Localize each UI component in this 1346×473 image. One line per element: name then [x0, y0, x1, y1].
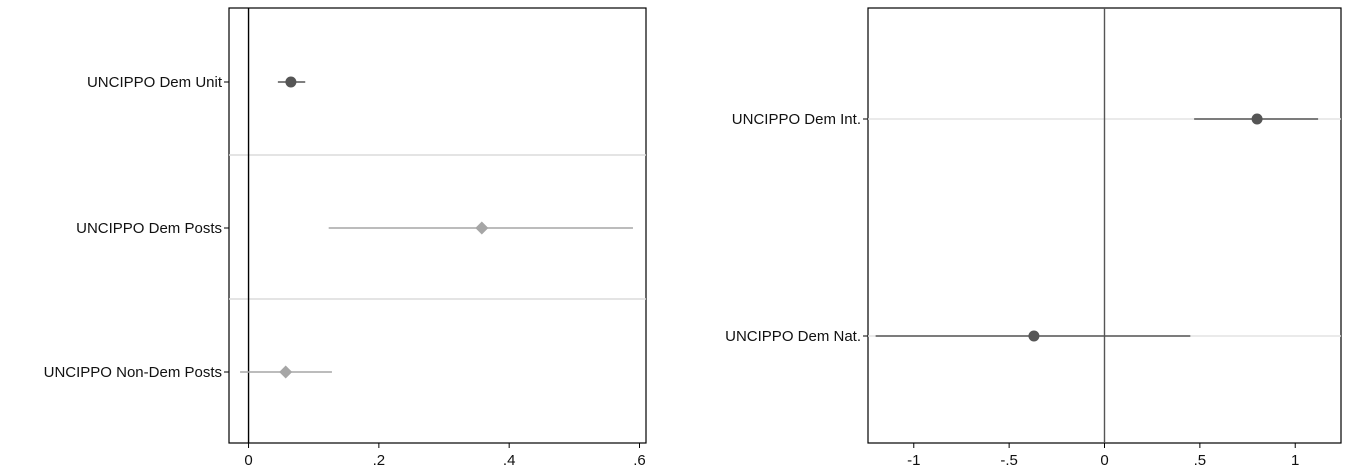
panel1-y-category-label: UNCIPPO Dem Posts	[76, 220, 222, 237]
panel1-y-category-label: UNCIPPO Non-Dem Posts	[44, 364, 222, 381]
panel1-x-tick-label: .2	[373, 452, 386, 469]
panel2-x-tick-label: 1	[1291, 452, 1299, 469]
panel1-x-tick-label: .4	[503, 452, 516, 469]
panel1-y-category-label: UNCIPPO Dem Unit	[87, 74, 223, 91]
panel2-point-estimate-circle	[1251, 113, 1263, 125]
panel2-x-tick-label: -.5	[1000, 452, 1018, 469]
panel2-x-tick-label: -1	[907, 452, 920, 469]
panel1-x-tick-label: .6	[633, 452, 646, 469]
panel1-plot-frame	[228, 7, 647, 444]
panel2-x-tick-label: .5	[1194, 452, 1207, 469]
panel1-point-estimate-diamond	[475, 221, 489, 235]
panel2-y-category-label: UNCIPPO Dem Int.	[732, 111, 861, 128]
panel2-x-tick-label: 0	[1100, 452, 1108, 469]
panel2-point-estimate-circle	[1028, 330, 1040, 342]
panel2-y-category-label: UNCIPPO Dem Nat.	[725, 328, 861, 345]
panel1-x-tick-label: 0	[244, 452, 252, 469]
panel1-point-estimate-circle	[285, 76, 297, 88]
panel1-point-estimate-diamond	[279, 365, 293, 379]
